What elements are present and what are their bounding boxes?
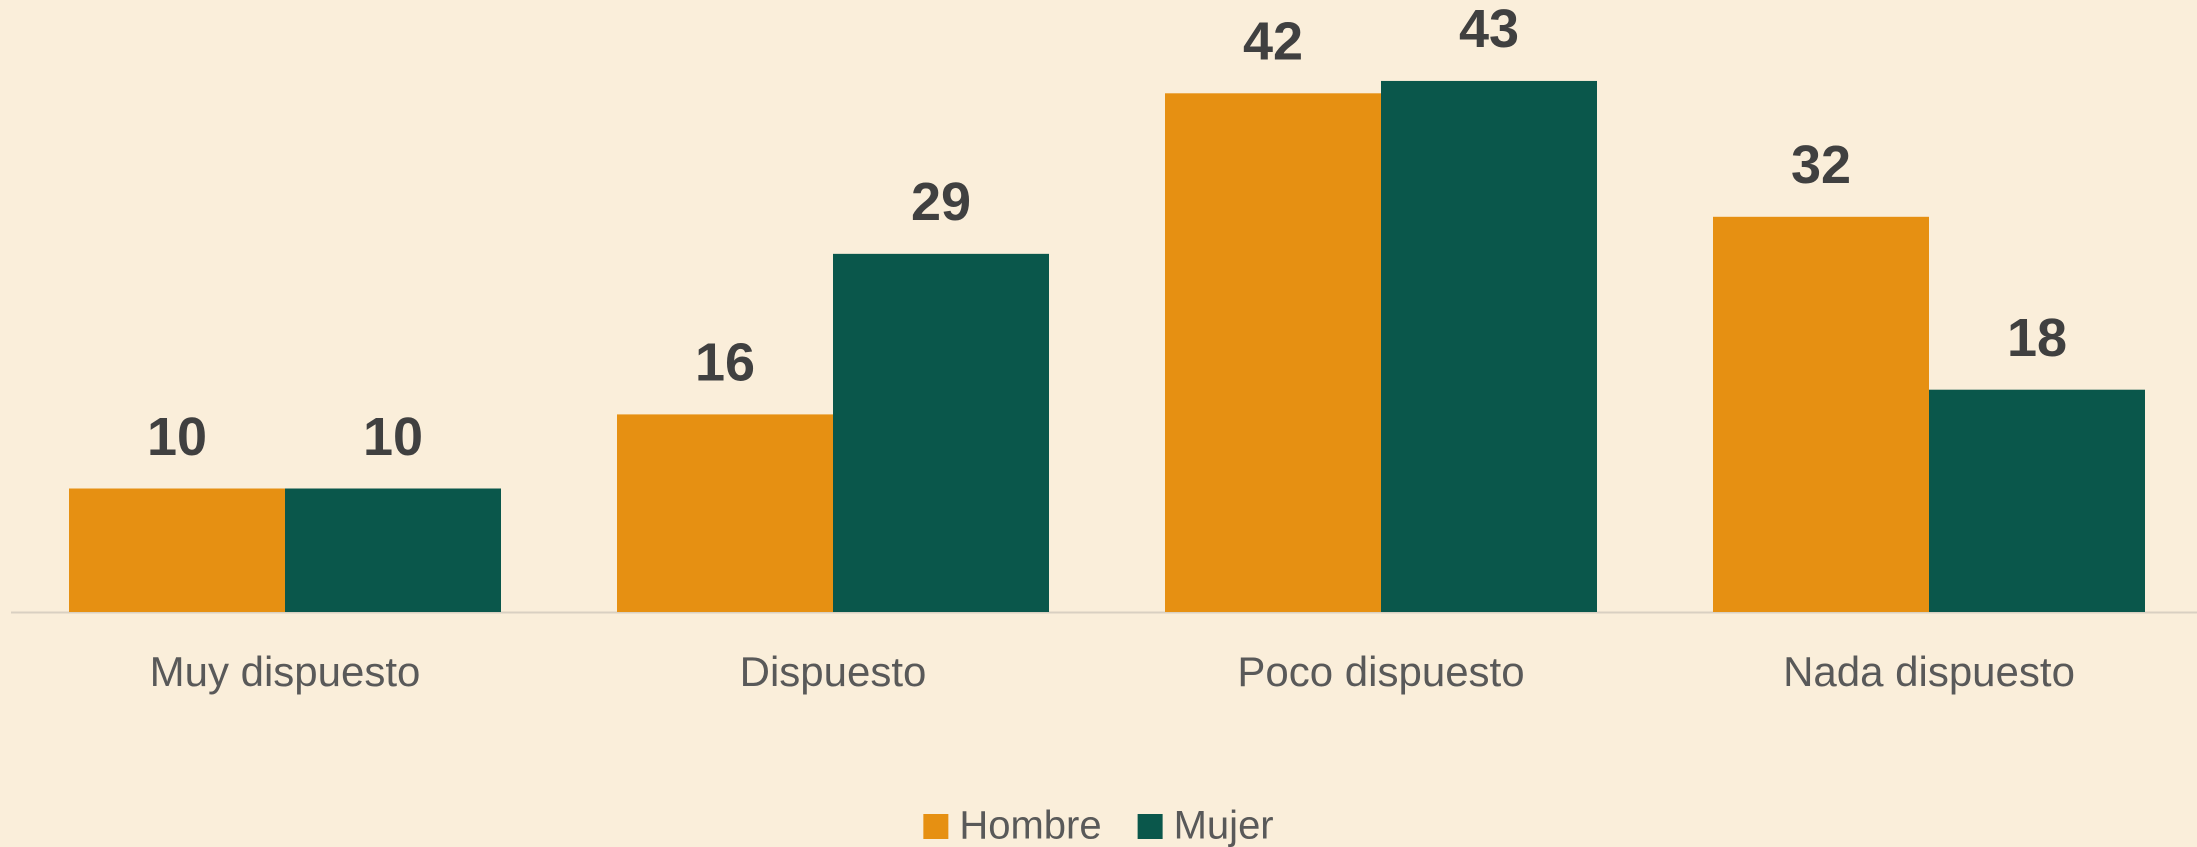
bar (1381, 80, 1597, 612)
bar (1929, 389, 2145, 612)
data-label: 32 (1791, 135, 1851, 195)
legend-label: Hombre (959, 804, 1101, 847)
x-tick-label: Muy dispuesto (150, 648, 421, 695)
x-tick-label: Poco dispuesto (1237, 648, 1524, 695)
legend-label: Mujer (1174, 804, 1274, 847)
data-label: 18 (2007, 308, 2067, 368)
bar (617, 414, 833, 612)
data-label: 10 (363, 407, 423, 467)
bar (69, 488, 285, 612)
bar (1165, 93, 1381, 613)
x-tick-label: Nada dispuesto (1783, 648, 2075, 695)
data-label: 42 (1243, 12, 1303, 72)
bar (285, 488, 501, 612)
data-label: 16 (695, 333, 755, 393)
x-tick-label: Dispuesto (740, 648, 927, 695)
data-label: 29 (911, 172, 971, 232)
bar (833, 253, 1049, 612)
data-label: 10 (147, 407, 207, 467)
legend-swatch (923, 814, 949, 839)
bar (1713, 216, 1929, 613)
data-label: 43 (1459, 0, 1519, 59)
legend-swatch (1137, 814, 1163, 839)
